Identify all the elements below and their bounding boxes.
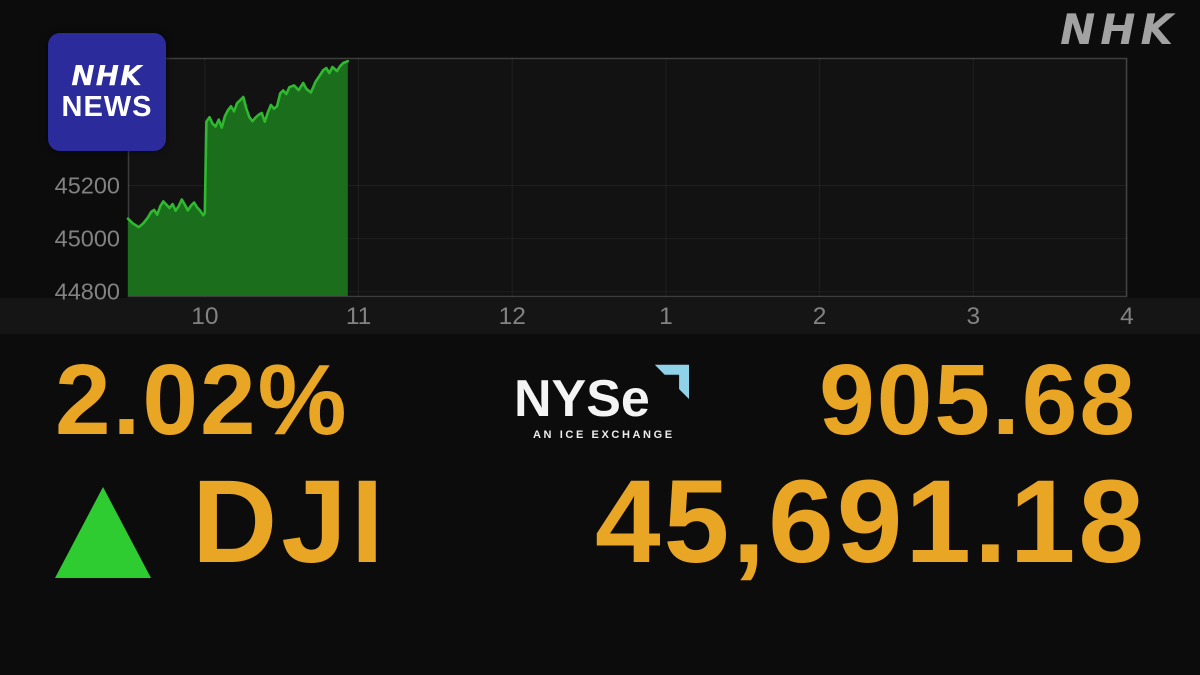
price-line <box>126 59 350 229</box>
y-tick-label: 45000 <box>55 226 120 252</box>
x-tick-label: 2 <box>813 303 827 330</box>
nhk-news-logo: NHK NEWS <box>48 33 166 151</box>
y-tick-label: 44800 <box>55 279 120 305</box>
y-tick-label: 45200 <box>55 172 120 198</box>
x-tick-label: 12 <box>499 303 526 330</box>
x-tick-label: 3 <box>966 303 980 330</box>
nyse-corner-arrow-icon <box>654 364 689 399</box>
up-triangle-icon <box>55 487 151 578</box>
nyse-tagline: AN ICE EXCHANGE <box>533 429 675 441</box>
nhk-watermark: NHK <box>1060 5 1178 54</box>
x-tick-label: 1 <box>659 303 673 330</box>
change-points: 905.68 <box>819 344 1137 456</box>
price-area <box>128 61 348 297</box>
last-price: 45,691.18 <box>595 456 1147 588</box>
ticker-symbol: DJI <box>192 456 388 588</box>
x-tick-label: 10 <box>191 303 218 330</box>
x-axis-strip <box>0 298 1200 334</box>
nyse-logo: NYSe AN ICE EXCHANGE <box>514 364 689 441</box>
nyse-wordmark: NYSe <box>514 370 650 428</box>
news-logo-text: NEWS <box>61 91 153 123</box>
change-percent: 2.02% <box>55 344 349 456</box>
x-tick-label: 11 <box>346 303 371 330</box>
x-tick-label: 4 <box>1120 303 1134 330</box>
nhk-logo-text: NHK <box>71 59 143 92</box>
